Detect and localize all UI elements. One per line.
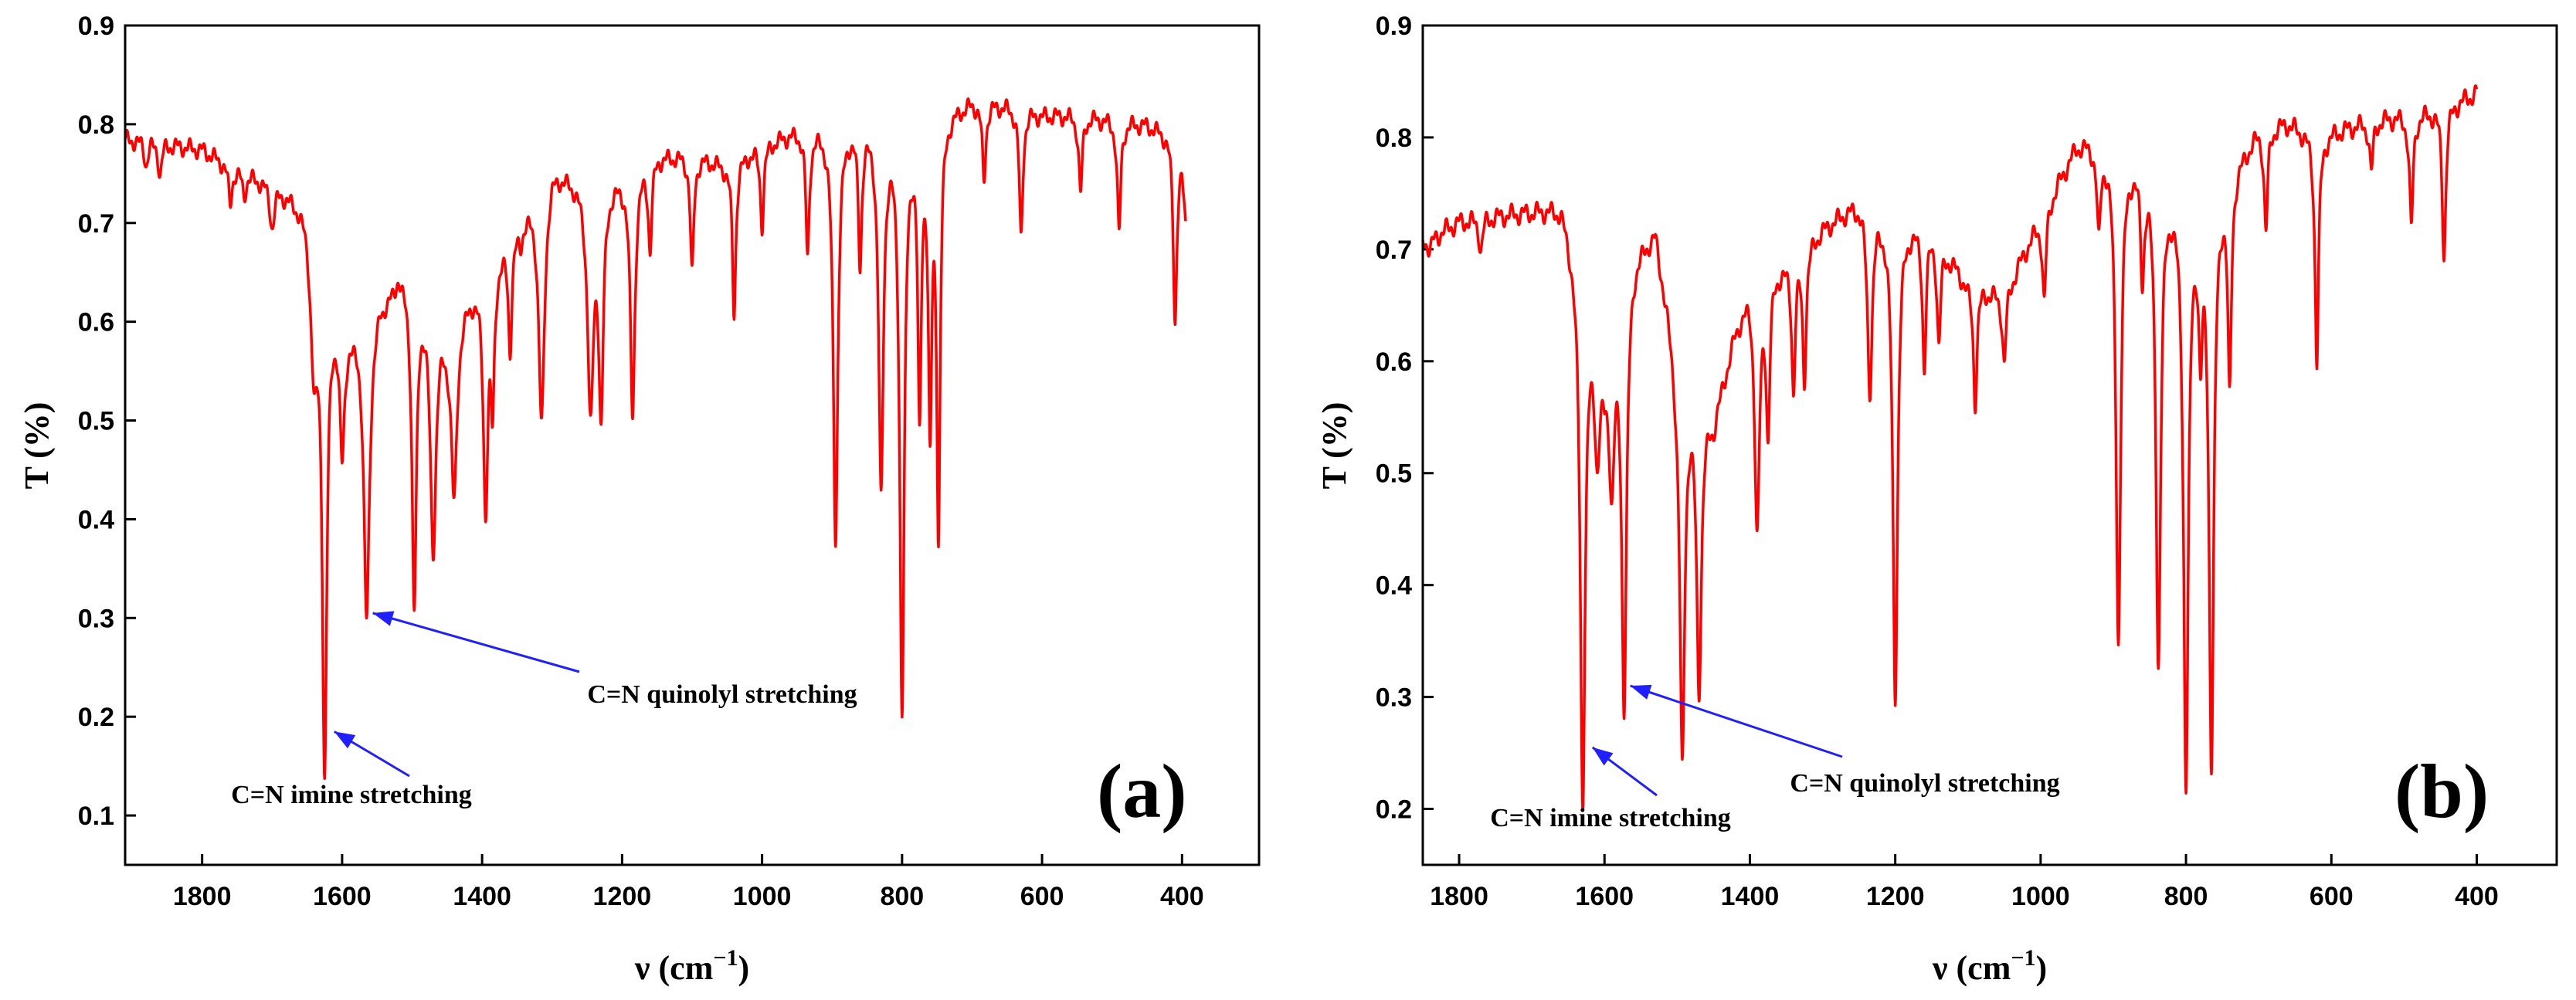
y-tick-label: 0.9 bbox=[78, 12, 114, 41]
y-tick-label: 0.3 bbox=[78, 604, 114, 633]
x-tick-label: 1200 bbox=[593, 882, 652, 911]
panel-b-y-axis-title: T (%) bbox=[1315, 402, 1353, 490]
annotation-arrow-line bbox=[1630, 684, 1843, 758]
x-tick-label: 1800 bbox=[1430, 882, 1488, 911]
y-tick-label: 0.7 bbox=[78, 209, 114, 239]
x-tick-label: 800 bbox=[880, 882, 924, 911]
panel-a-annotations: C=N quinolyl stretching C=N imine stretch… bbox=[231, 611, 857, 809]
y-tick-label: 0.3 bbox=[1376, 683, 1412, 713]
y-tick-label: 0.6 bbox=[1376, 347, 1412, 377]
panel-a-y-axis-title: T (%) bbox=[18, 402, 56, 490]
panel-b-plot-frame bbox=[1421, 24, 2558, 866]
x-tick-label: 400 bbox=[2455, 882, 2499, 911]
x-tick-label: 1600 bbox=[313, 882, 372, 911]
panel-b-label: (b) bbox=[2394, 748, 2489, 834]
annotation-arrow-line bbox=[372, 612, 580, 673]
panel-a-axes: 1800 1600 1400 1200 1000 800 600 400 0.1 0.2 0.3 0.… bbox=[78, 12, 1204, 911]
panel-b-spectrum-line bbox=[1421, 84, 2479, 812]
panel-a-x-axis-title: ν (cm−1) bbox=[634, 945, 749, 987]
annotation-label: C=N quinolyl stretching bbox=[587, 680, 857, 709]
panel-a: 1800 1600 1400 1200 1000 800 600 400 0.1 0.2 0.3 0.… bbox=[18, 12, 1261, 987]
annotation-arrowhead bbox=[1630, 684, 1652, 700]
x-tick-label: 1600 bbox=[1575, 882, 1634, 911]
x-tick-label: 600 bbox=[2310, 882, 2354, 911]
panel-a-label: (a) bbox=[1097, 748, 1187, 834]
y-tick-label: 0.6 bbox=[78, 308, 114, 337]
x-tick-label: 1000 bbox=[733, 882, 792, 911]
x-tick-label: 800 bbox=[2164, 882, 2208, 911]
y-tick-label: 0.4 bbox=[1376, 571, 1412, 601]
annotation-label: C=N imine stretching bbox=[231, 781, 472, 809]
x-tick-label: 1400 bbox=[1721, 882, 1780, 911]
y-tick-label: 0.8 bbox=[1376, 124, 1412, 153]
y-tick-label: 0.1 bbox=[78, 802, 114, 831]
panel-a-spectrum-line bbox=[124, 97, 1187, 780]
x-tick-label: 1200 bbox=[1866, 882, 1925, 911]
panel-a-plot-frame bbox=[124, 24, 1261, 866]
x-tick-label: 600 bbox=[1020, 882, 1064, 911]
annotation-arrowhead bbox=[372, 611, 395, 626]
panel-b-axes: 1800 1600 1400 1200 1000 800 600 400 0.2 0.3 0.4 0.… bbox=[1376, 12, 2499, 911]
x-tick-label: 1800 bbox=[173, 882, 232, 911]
y-tick-label: 0.9 bbox=[1376, 12, 1412, 41]
annotation-label: C=N imine stretching bbox=[1490, 804, 1731, 832]
annotation-arrowhead bbox=[1592, 747, 1614, 766]
x-tick-label: 1400 bbox=[453, 882, 511, 911]
x-tick-label: 1000 bbox=[2011, 882, 2070, 911]
y-tick-label: 0.8 bbox=[78, 110, 114, 140]
y-tick-label: 0.5 bbox=[78, 407, 114, 436]
y-tick-label: 0.2 bbox=[78, 703, 114, 732]
panel-b-x-axis-title: ν (cm−1) bbox=[1932, 945, 2047, 987]
y-tick-label: 0.4 bbox=[78, 505, 114, 534]
annotation-arrowhead bbox=[334, 731, 356, 749]
x-tick-label: 400 bbox=[1160, 882, 1204, 911]
y-tick-label: 0.2 bbox=[1376, 795, 1412, 825]
y-tick-label: 0.5 bbox=[1376, 459, 1412, 489]
panel-b: 1800 1600 1400 1200 1000 800 600 400 0.2 0.3 0.4 0.… bbox=[1315, 12, 2558, 987]
annotation-label: C=N quinolyl stretching bbox=[1790, 769, 2059, 798]
y-tick-label: 0.7 bbox=[1376, 236, 1412, 265]
panel-b-annotations: C=N imine stretching C=N quinolyl stretch… bbox=[1490, 684, 2060, 832]
